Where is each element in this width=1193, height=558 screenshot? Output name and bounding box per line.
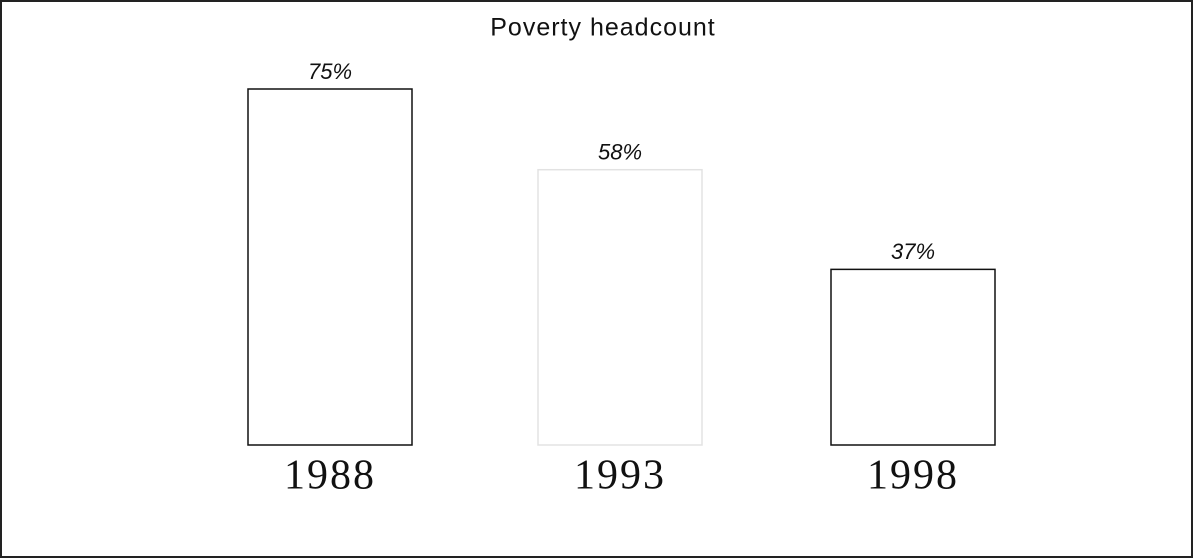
- x-tick-label: 1998: [867, 453, 959, 499]
- chart-title: Poverty headcount: [490, 14, 715, 42]
- value-label: 75%: [308, 59, 352, 84]
- value-label: 58%: [598, 140, 642, 165]
- x-tick-label: 1993: [574, 453, 666, 499]
- value-label: 37%: [891, 239, 935, 264]
- bar: [247, 88, 413, 446]
- bar: [537, 168, 703, 446]
- bar: [830, 268, 996, 446]
- x-tick-label: 1988: [284, 453, 376, 499]
